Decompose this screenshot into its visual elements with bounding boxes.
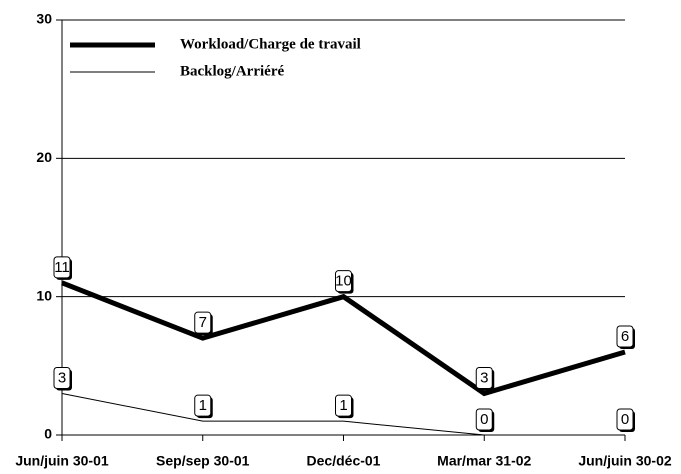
x-tick-label: Dec/déc-01 [307,453,381,469]
x-tick-label: Mar/mar 31-02 [437,453,531,469]
data-label: 10 [335,273,352,290]
y-tick-label: 10 [36,287,52,303]
label-box [616,408,634,431]
data-label: 11 [54,259,70,276]
y-tick-label: 20 [36,149,52,165]
label-box [335,270,352,293]
data-label: 1 [339,397,347,414]
label-box [335,394,352,417]
legend-label: Workload/Charge de travail [180,36,361,52]
label-box [194,311,212,334]
y-tick-label: 0 [44,426,52,442]
legend-label: Backlog/Arriéré [180,63,284,79]
data-label: 0 [480,411,488,428]
data-label: 3 [58,369,66,386]
data-label: 1 [199,397,207,414]
label-box [475,367,493,389]
data-label: 3 [480,369,488,386]
x-tick-label: Sep/sep 30-01 [156,453,250,469]
data-label: 0 [621,411,629,428]
data-label: 7 [199,314,207,331]
series-line [61,393,625,436]
label-box [475,408,493,431]
x-tick-label: Jun/juin 30-02 [578,453,672,469]
label-box [616,325,634,348]
x-tick-label: Jun/juin 30-01 [15,453,109,469]
series-line [61,280,626,397]
label-box [194,394,212,417]
y-tick-label: 30 [36,11,52,27]
label-box [53,256,71,279]
label-box [53,367,71,389]
data-label: 6 [621,328,629,345]
